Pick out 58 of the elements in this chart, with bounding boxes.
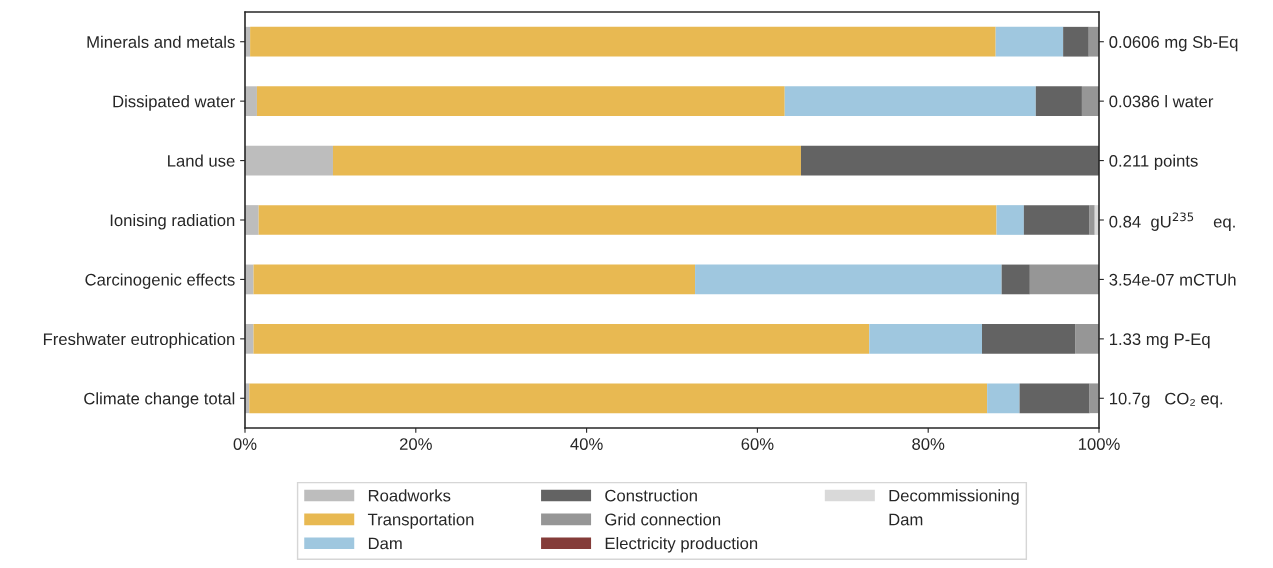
bar [1075,324,1099,354]
bar [987,383,1020,414]
bar [256,86,785,116]
y2-tick-label: 3.54e-07 mCTUh [1109,273,1236,286]
bar [253,324,870,354]
y2-tick-label: 10.7g CO₂ eq. [1109,392,1223,408]
bar [869,324,982,354]
bar [245,86,257,116]
y-tick-label: Carcinogenic effects [85,273,235,289]
y2-tick-label: 1.33 mg P-Eq [1109,333,1210,349]
bar [245,264,254,295]
x-tick-label: 20% [399,438,432,450]
bar [1029,264,1099,295]
bar [1089,383,1099,414]
bar [800,145,1099,176]
x-tick-label: 100% [1078,438,1120,450]
bar [1089,205,1095,235]
bar [1001,264,1030,295]
bar [1023,205,1090,235]
legend-label: Electricity production [605,537,758,553]
y-tick-label: Land use [168,154,235,167]
legend-label: Decommissioning [889,489,1019,505]
bar [245,145,333,176]
legend-label: Transportation [367,513,474,529]
legend-label: Grid connection [605,513,721,526]
legend-label: Construction [605,489,697,502]
bar [982,324,1076,354]
y-tick-label: Minerals and metals [87,35,235,48]
bar [249,383,988,414]
category-label: 0.84 gU$^{235}$ eq. [1109,212,1235,231]
bar [253,264,696,295]
y2-tick-label: 0.0386 l water [1109,95,1214,108]
legend-label: Roadworks [368,489,451,502]
bar [995,26,1064,57]
bar [1081,86,1099,116]
bar [245,205,259,235]
x-tick-label: 40% [570,438,603,450]
bar [1019,383,1090,414]
y-tick-label: Climate change total [84,392,235,408]
legend-label: Dam [368,537,402,550]
bar [250,26,996,57]
y-tick-label: Ionising radiation [110,213,235,230]
y2-tick-label: 0.211 points [1109,154,1198,171]
bar [996,205,1024,235]
bar [695,264,1002,295]
bar [1063,26,1089,57]
x-tick-label: 80% [912,438,945,450]
bar [784,86,1036,116]
bar [245,324,254,354]
bar [258,205,997,235]
x-tick-label: 60% [741,438,774,450]
text: Dam [889,513,923,526]
bar [1035,86,1082,116]
y-tick-label: Freshwater eutrophication [43,332,235,349]
x-tick-label: 0% [233,438,257,450]
y2-tick-label: 0.0606 mg Sb-Eq [1109,35,1238,52]
bar [332,145,801,176]
y-tick-label: Dissipated water [113,95,236,111]
